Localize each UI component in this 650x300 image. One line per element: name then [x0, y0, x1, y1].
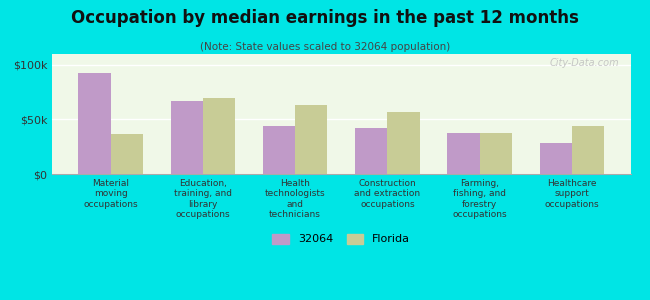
Text: Occupation by median earnings in the past 12 months: Occupation by median earnings in the pas…	[71, 9, 579, 27]
Bar	[263, 126, 295, 174]
Bar	[355, 128, 387, 174]
Bar	[387, 112, 420, 174]
Bar	[295, 105, 328, 174]
Bar	[572, 126, 604, 174]
Bar	[203, 98, 235, 174]
Bar	[540, 143, 572, 174]
Bar	[111, 134, 143, 174]
Bar	[447, 133, 480, 174]
Bar	[78, 73, 111, 174]
Bar	[170, 101, 203, 174]
Text: (Note: State values scaled to 32064 population): (Note: State values scaled to 32064 popu…	[200, 42, 450, 52]
Text: City-Data.com: City-Data.com	[549, 58, 619, 68]
Legend: 32064, Florida: 32064, Florida	[267, 228, 415, 250]
Bar	[480, 133, 512, 174]
